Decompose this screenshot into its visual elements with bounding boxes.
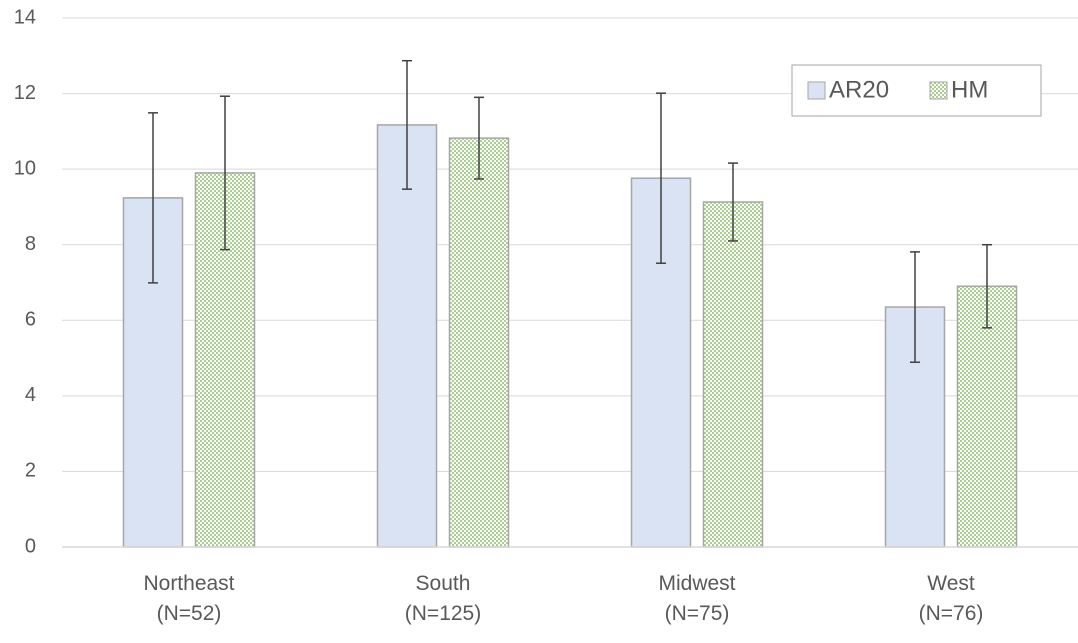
y-tick-label: 10 [14, 157, 36, 179]
y-tick-label: 6 [25, 309, 36, 331]
error-bar [728, 162, 738, 242]
legend-swatch [807, 81, 826, 100]
error-bar [656, 92, 666, 264]
error-bar [474, 96, 484, 180]
y-tick-label: 2 [25, 460, 36, 482]
x-tick-label: Northeast (N=52) [143, 572, 235, 625]
y-tick-label: 12 [14, 82, 36, 104]
bar [956, 285, 1018, 548]
x-tick-label: Midwest (N=75) [658, 572, 736, 625]
error-bar [402, 59, 412, 190]
legend: AR20 HM [791, 64, 1042, 117]
legend-box [791, 64, 1042, 117]
legend-swatch [929, 81, 948, 100]
bar [702, 201, 764, 548]
x-tick-label: West (N=76) [918, 572, 984, 625]
legend-label: HM [951, 76, 988, 103]
y-tick-label: 0 [25, 535, 36, 557]
legend-label: AR20 [829, 76, 889, 103]
y-tick-label: 4 [25, 384, 36, 406]
bar [630, 177, 692, 548]
error-bar [982, 243, 992, 329]
bar [376, 124, 438, 548]
error-bar [148, 112, 158, 284]
error-bar [910, 251, 920, 363]
y-tick-label: 8 [25, 233, 36, 255]
error-bar [220, 95, 230, 251]
bar [448, 137, 510, 548]
y-tick-label: 14 [14, 6, 36, 28]
x-tick-label: South (N=125) [404, 572, 482, 625]
